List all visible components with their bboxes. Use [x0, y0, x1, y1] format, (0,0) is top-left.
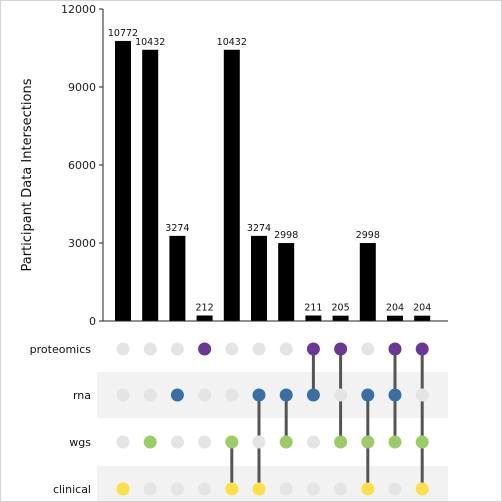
dot-inactive-proteomics-2 — [170, 342, 184, 356]
set-label-wgs: wgs — [69, 436, 91, 449]
bar-9 — [359, 243, 376, 321]
dot-active-rna-2 — [170, 388, 184, 402]
dot-inactive-wgs-7 — [306, 435, 320, 449]
bar-value-label-5: 3274 — [247, 223, 271, 234]
dot-inactive-proteomics-1 — [143, 342, 157, 356]
bar-11 — [414, 315, 431, 321]
bar-5 — [251, 235, 267, 321]
dot-inactive-rna-8 — [334, 388, 348, 402]
dot-inactive-proteomics-9 — [361, 342, 375, 356]
dot-active-proteomics-8 — [334, 342, 348, 356]
dot-active-proteomics-7 — [306, 342, 320, 356]
dot-active-clinical-0 — [116, 482, 130, 496]
bar-value-label-6: 2998 — [274, 230, 298, 241]
dot-active-wgs-1 — [143, 435, 157, 449]
dot-active-clinical-5 — [252, 482, 266, 496]
set-label-proteomics: proteomics — [30, 343, 92, 356]
bar-value-label-1: 10432 — [135, 37, 165, 48]
y-axis: 0 3000 6000 9000 12000 — [61, 3, 448, 328]
bar-value-label-2: 3274 — [165, 223, 189, 234]
matrix-dots — [116, 342, 429, 496]
dot-inactive-proteomics-6 — [279, 342, 293, 356]
dot-active-rna-7 — [306, 388, 320, 402]
set-label-clinical: clinical — [53, 483, 91, 496]
y-tick-label: 9000 — [68, 81, 96, 94]
dot-active-rna-9 — [361, 388, 375, 402]
bar-3 — [196, 315, 213, 321]
dot-active-proteomics-11 — [415, 342, 429, 356]
dot-inactive-rna-0 — [116, 388, 130, 402]
dot-inactive-clinical-1 — [143, 482, 157, 496]
bar-0 — [115, 40, 131, 321]
dot-inactive-clinical-8 — [334, 482, 348, 496]
row-shade-clinical — [97, 466, 448, 501]
set-label-rna: rna — [73, 389, 91, 402]
dot-active-clinical-9 — [361, 482, 375, 496]
dot-active-proteomics-10 — [388, 342, 402, 356]
set-labels: proteomics rna wgs clinical — [30, 343, 92, 496]
dot-inactive-rna-4 — [225, 388, 239, 402]
dot-active-rna-6 — [279, 388, 293, 402]
bar-value-label-3: 212 — [196, 302, 214, 313]
bar-value-label-0: 10772 — [108, 28, 138, 39]
bar-value-label-9: 2998 — [356, 230, 380, 241]
dot-active-wgs-9 — [361, 435, 375, 449]
dot-active-wgs-8 — [334, 435, 348, 449]
bar-6 — [278, 243, 295, 321]
dot-inactive-clinical-10 — [388, 482, 402, 496]
y-tick-label: 3000 — [68, 237, 96, 250]
dot-active-clinical-11 — [415, 482, 429, 496]
bars — [115, 40, 431, 321]
bar-10 — [387, 315, 403, 321]
y-axis-label: Participant Data Intersections — [20, 78, 35, 271]
y-tick-label: 12000 — [61, 3, 96, 16]
dot-inactive-proteomics-4 — [225, 342, 239, 356]
dot-active-proteomics-3 — [198, 342, 212, 356]
dot-inactive-rna-1 — [143, 388, 157, 402]
dot-inactive-wgs-3 — [198, 435, 212, 449]
dot-inactive-proteomics-0 — [116, 342, 130, 356]
dot-active-rna-5 — [252, 388, 266, 402]
bar-value-label-10: 204 — [386, 303, 404, 314]
dot-inactive-wgs-2 — [170, 435, 184, 449]
bar-value-label-11: 204 — [413, 303, 431, 314]
y-tick-label: 0 — [89, 315, 96, 328]
bar-8 — [332, 315, 349, 321]
bar-value-label-7: 211 — [304, 303, 322, 314]
bar-value-label-8: 205 — [332, 303, 350, 314]
dot-inactive-rna-3 — [198, 388, 212, 402]
dot-inactive-rna-11 — [415, 388, 429, 402]
dot-inactive-proteomics-5 — [252, 342, 266, 356]
bar-7 — [305, 315, 322, 321]
y-tick-label: 6000 — [68, 159, 96, 172]
dot-inactive-clinical-7 — [306, 482, 320, 496]
dot-active-wgs-6 — [279, 435, 293, 449]
dot-inactive-clinical-3 — [198, 482, 212, 496]
dot-active-wgs-4 — [225, 435, 239, 449]
dot-inactive-wgs-0 — [116, 435, 130, 449]
bar-1 — [142, 49, 159, 321]
dot-inactive-clinical-6 — [279, 482, 293, 496]
bar-2 — [169, 235, 186, 321]
bar-value-label-4: 10432 — [217, 37, 247, 48]
dot-active-wgs-10 — [388, 435, 402, 449]
dot-active-wgs-11 — [415, 435, 429, 449]
dot-inactive-wgs-5 — [252, 435, 266, 449]
dot-inactive-clinical-2 — [170, 482, 184, 496]
dot-active-clinical-4 — [225, 482, 239, 496]
dot-active-rna-10 — [388, 388, 402, 402]
bar-4 — [223, 49, 240, 321]
